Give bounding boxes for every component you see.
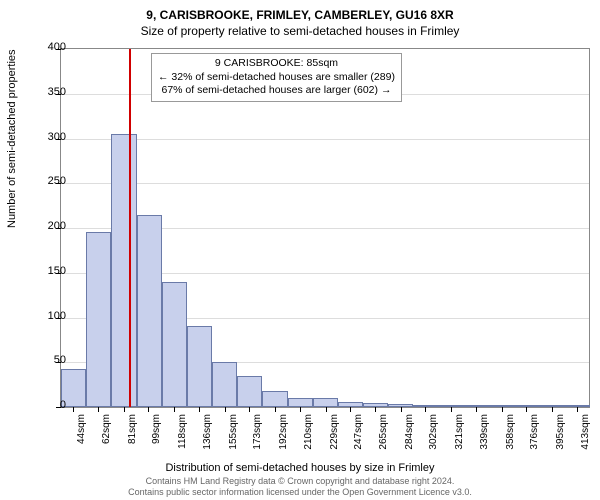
- footer-line-2: Contains public sector information licen…: [0, 487, 600, 498]
- x-tick-mark: [225, 407, 226, 412]
- histogram-bar: [313, 398, 338, 407]
- annotation-line: 9 CARISBROOKE: 85sqm: [158, 57, 395, 71]
- x-tick-mark: [401, 407, 402, 412]
- x-tick-label: 247sqm: [353, 414, 364, 458]
- x-tick-mark: [502, 407, 503, 412]
- x-tick-label: 210sqm: [303, 414, 314, 458]
- property-marker-line: [129, 49, 131, 407]
- x-tick-mark: [350, 407, 351, 412]
- x-tick-label: 321sqm: [454, 414, 465, 458]
- x-tick-mark: [326, 407, 327, 412]
- histogram-bar: [137, 215, 162, 407]
- x-tick-label: 44sqm: [76, 414, 87, 458]
- grid-line: [61, 139, 589, 140]
- histogram-bar: [162, 282, 187, 407]
- x-tick-label: 265sqm: [378, 414, 389, 458]
- x-tick-mark: [476, 407, 477, 412]
- y-tick-label: 0: [36, 399, 66, 411]
- x-tick-mark: [73, 407, 74, 412]
- x-tick-mark: [148, 407, 149, 412]
- x-tick-mark: [174, 407, 175, 412]
- x-tick-mark: [199, 407, 200, 412]
- x-tick-label: 118sqm: [177, 414, 188, 458]
- x-tick-label: 395sqm: [555, 414, 566, 458]
- x-tick-label: 81sqm: [127, 414, 138, 458]
- x-tick-label: 173sqm: [252, 414, 263, 458]
- histogram-bar: [237, 376, 262, 407]
- chart-title-sub: Size of property relative to semi-detach…: [0, 22, 600, 38]
- histogram-bar: [111, 134, 136, 407]
- y-tick-label: 250: [36, 175, 66, 187]
- histogram-bar: [212, 362, 237, 407]
- annotation-line: 67% of semi-detached houses are larger (…: [158, 84, 395, 98]
- x-tick-label: 376sqm: [529, 414, 540, 458]
- x-tick-label: 155sqm: [228, 414, 239, 458]
- x-tick-label: 62sqm: [101, 414, 112, 458]
- histogram-bar: [187, 326, 212, 407]
- footer-attribution: Contains HM Land Registry data © Crown c…: [0, 476, 600, 498]
- x-tick-label: 99sqm: [151, 414, 162, 458]
- y-axis-label: Number of semi-detached properties: [6, 49, 18, 228]
- x-tick-label: 302sqm: [428, 414, 439, 458]
- x-tick-mark: [124, 407, 125, 412]
- x-tick-label: 358sqm: [505, 414, 516, 458]
- grid-line: [61, 183, 589, 184]
- y-tick-label: 300: [36, 131, 66, 143]
- y-tick-label: 350: [36, 86, 66, 98]
- histogram-bar: [262, 391, 287, 407]
- histogram-bar: [288, 398, 313, 407]
- x-tick-mark: [526, 407, 527, 412]
- x-tick-mark: [275, 407, 276, 412]
- y-tick-label: 400: [36, 41, 66, 53]
- x-tick-mark: [425, 407, 426, 412]
- footer-line-1: Contains HM Land Registry data © Crown c…: [0, 476, 600, 487]
- chart-title-main: 9, CARISBROOKE, FRIMLEY, CAMBERLEY, GU16…: [0, 0, 600, 22]
- x-tick-label: 284sqm: [404, 414, 415, 458]
- annotation-line: ← 32% of semi-detached houses are smalle…: [158, 71, 395, 85]
- annotation-box: 9 CARISBROOKE: 85sqm← 32% of semi-detach…: [151, 53, 402, 102]
- x-tick-mark: [300, 407, 301, 412]
- x-tick-label: 413sqm: [580, 414, 591, 458]
- x-tick-label: 229sqm: [329, 414, 340, 458]
- x-tick-label: 339sqm: [479, 414, 490, 458]
- y-tick-label: 100: [36, 310, 66, 322]
- x-tick-mark: [375, 407, 376, 412]
- x-tick-mark: [98, 407, 99, 412]
- histogram-bar: [86, 232, 111, 407]
- x-tick-label: 192sqm: [278, 414, 289, 458]
- x-tick-mark: [552, 407, 553, 412]
- y-tick-label: 150: [36, 265, 66, 277]
- x-axis-label: Distribution of semi-detached houses by …: [0, 462, 600, 474]
- x-tick-mark: [577, 407, 578, 412]
- x-tick-label: 136sqm: [202, 414, 213, 458]
- x-tick-mark: [451, 407, 452, 412]
- chart-plot-area: 9 CARISBROOKE: 85sqm← 32% of semi-detach…: [60, 48, 590, 408]
- y-tick-label: 50: [36, 354, 66, 366]
- x-tick-mark: [249, 407, 250, 412]
- y-tick-label: 200: [36, 220, 66, 232]
